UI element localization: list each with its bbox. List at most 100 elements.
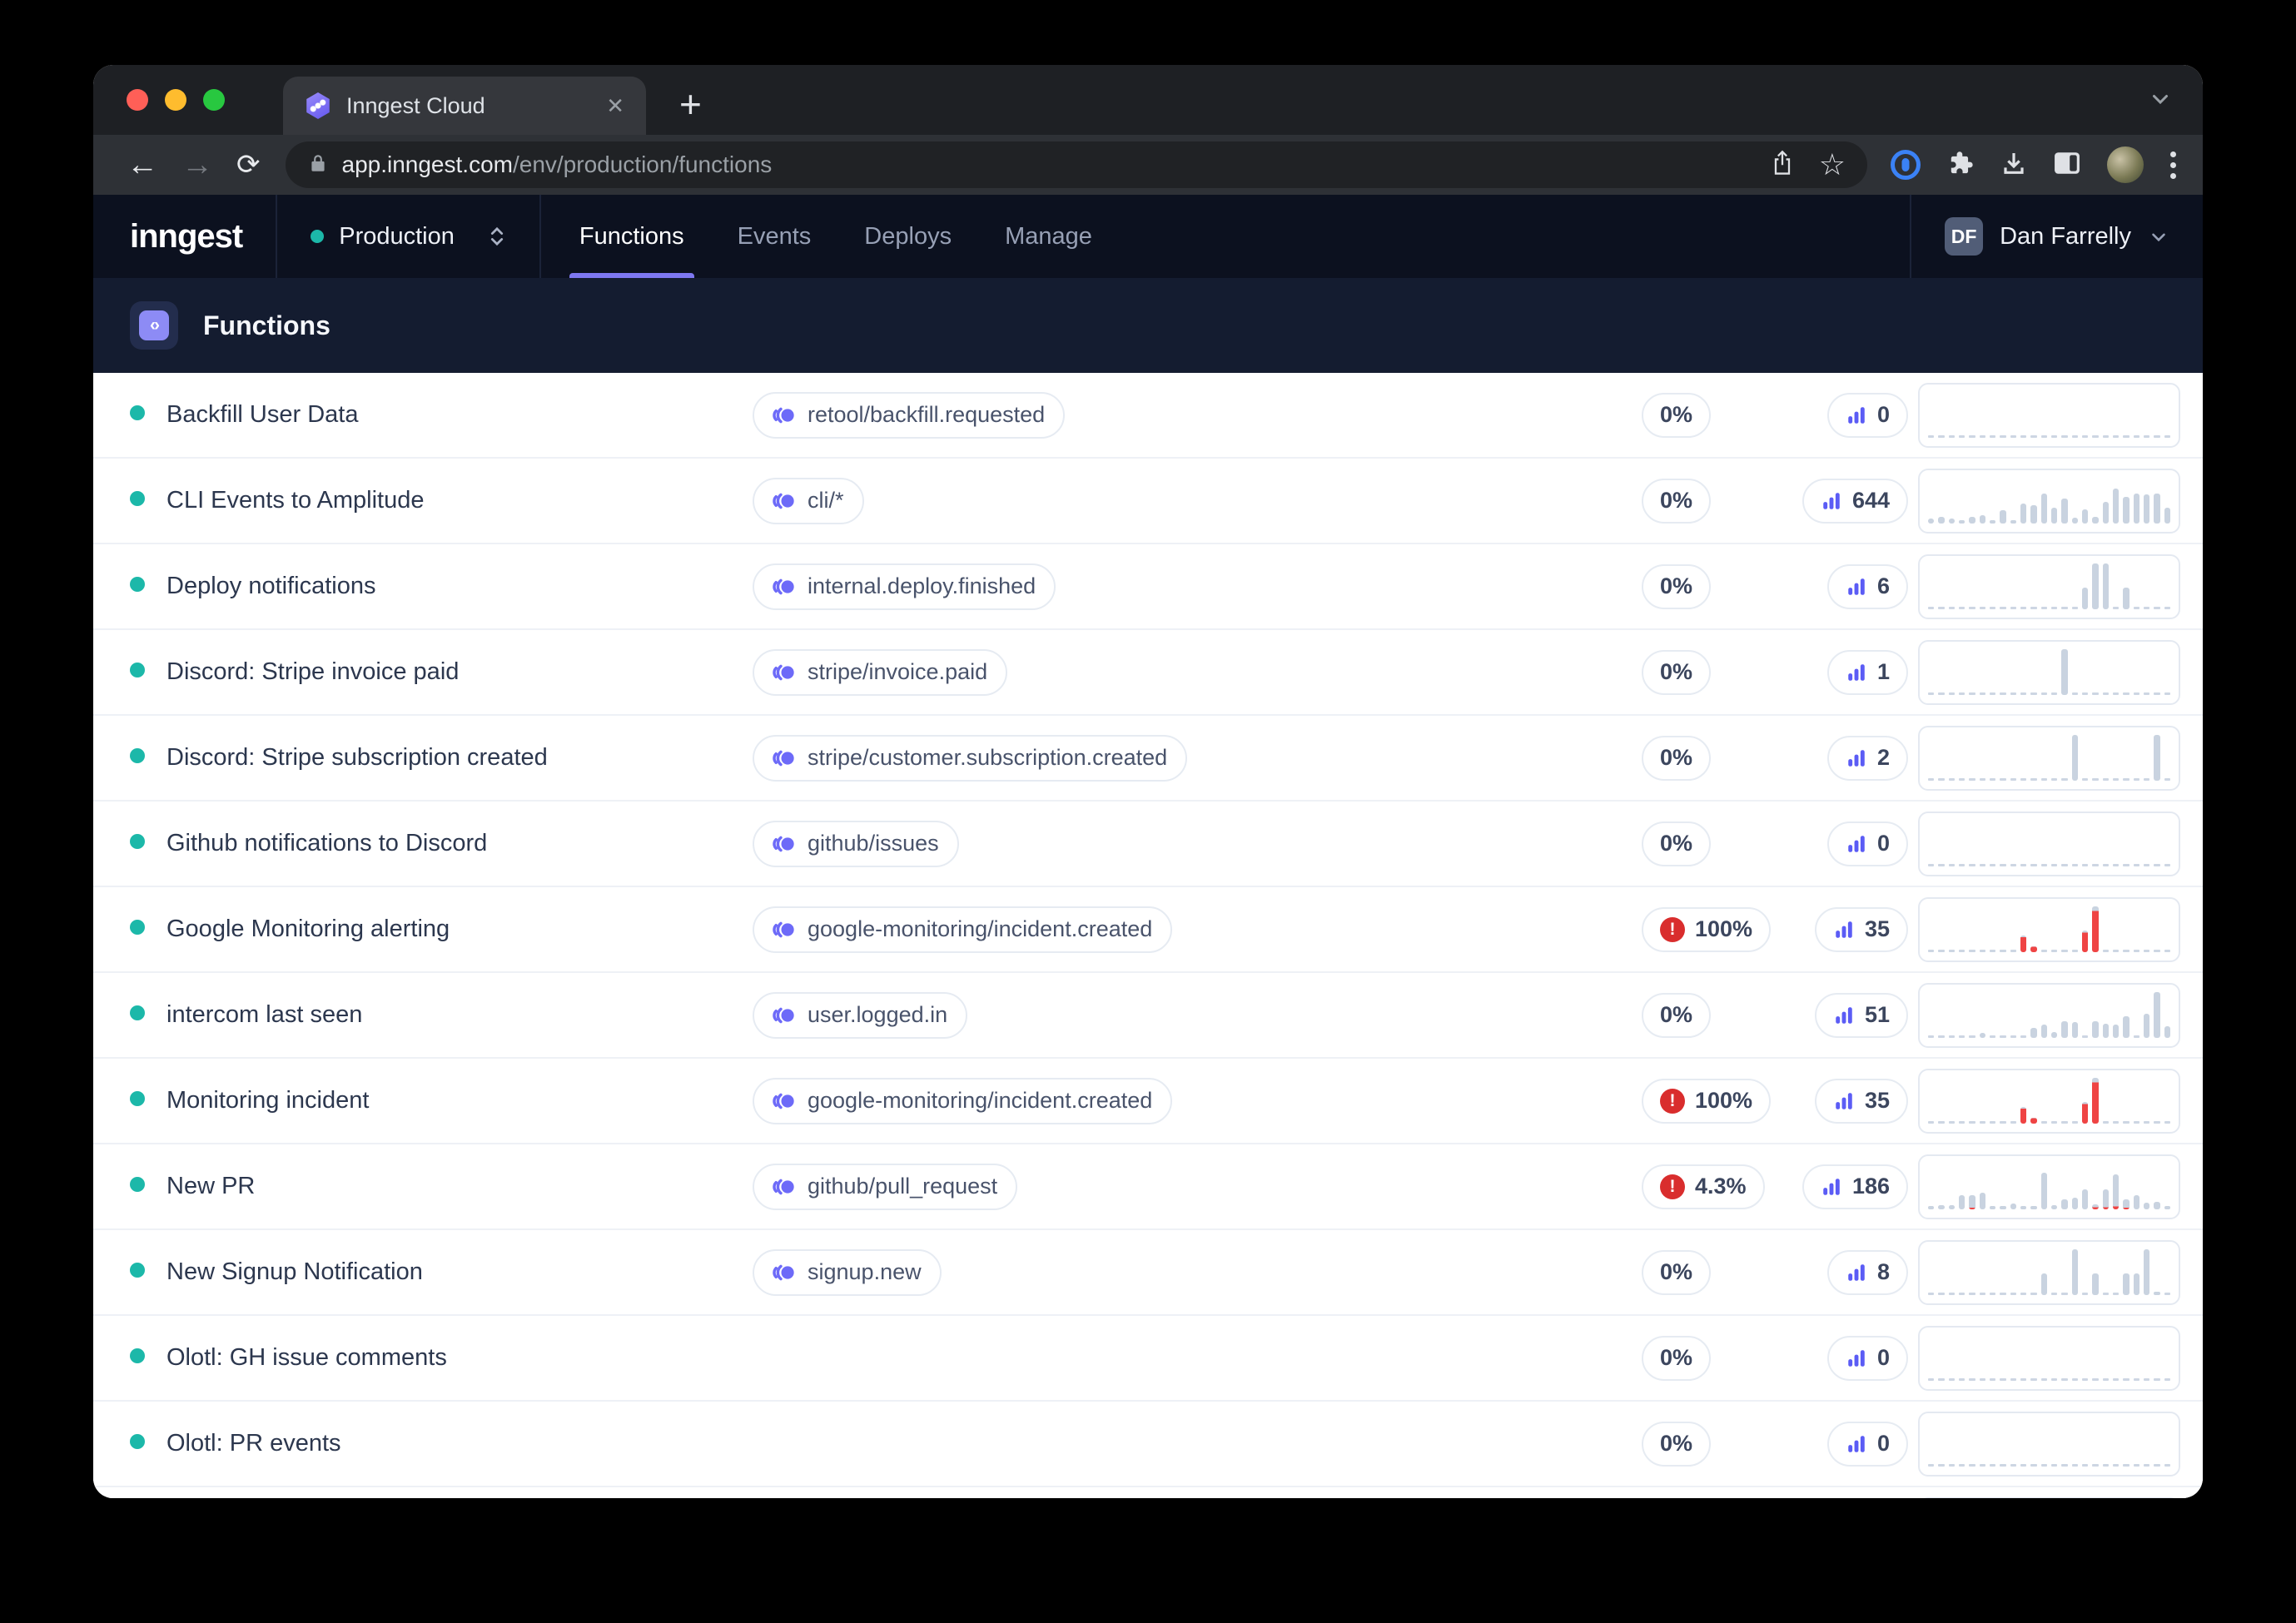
tab-search-chevron-icon[interactable] [2148, 86, 2173, 115]
bookmark-star-icon[interactable]: ☆ [1818, 147, 1846, 181]
bar-chart-icon [1848, 749, 1865, 767]
function-row[interactable]: Deploy notifications internal.deploy.fini… [93, 544, 2203, 630]
function-status-dot [130, 1348, 145, 1363]
app-nav-tabs: Functions Events Deploys Manage [569, 195, 1092, 278]
error-icon: ! [1660, 1174, 1685, 1199]
up-down-chevron-icon [490, 226, 503, 246]
side-panel-icon[interactable] [2054, 151, 2080, 179]
function-row[interactable]: CLI Events to Amplitude cli/* 0% 644 [93, 459, 2203, 544]
function-name: Github notifications to Discord [166, 830, 488, 856]
close-tab-icon[interactable]: ✕ [606, 92, 624, 118]
extensions-puzzle-icon[interactable] [1947, 150, 1974, 181]
event-trigger-badge: stripe/invoice.paid [753, 648, 1008, 696]
function-row[interactable]: intercom last seen user.logged.in 0% 51 [93, 973, 2203, 1059]
tab-title: Inngest Cloud [346, 92, 485, 118]
function-name: New Signup Notification [166, 1258, 423, 1285]
event-waves-icon [773, 921, 794, 937]
event-waves-icon [773, 1007, 794, 1023]
run-count-badge: 51 [1814, 992, 1908, 1038]
bar-chart-icon [1848, 578, 1865, 595]
event-trigger-name: github/issues [808, 831, 939, 856]
bar-chart-icon [1836, 1006, 1852, 1024]
usage-sparkline [1918, 382, 2180, 448]
function-row[interactable]: Olotl: PR events 0% 0 [93, 1402, 2203, 1487]
function-row[interactable]: Olotl: GH issue comments 0% 0 [93, 1316, 2203, 1402]
bar-chart-icon [1848, 1349, 1865, 1367]
function-name: intercom last seen [166, 1001, 363, 1028]
inngest-logo[interactable]: inngest [130, 217, 243, 255]
function-status-dot [130, 920, 145, 935]
browser-profile-avatar[interactable] [2107, 146, 2144, 183]
event-trigger-badge: cli/* [753, 477, 864, 524]
usage-sparkline [1918, 1325, 2180, 1391]
failure-rate-badge: 0% [1642, 992, 1712, 1038]
inngest-favicon [306, 92, 330, 119]
function-status-dot [130, 1091, 145, 1106]
function-row[interactable]: Discord: Stripe subscription created stri… [93, 716, 2203, 802]
function-row[interactable]: New Signup Notification signup.new 0% 8 [93, 1230, 2203, 1316]
event-trigger-badge: google-monitoring/incident.created [753, 1077, 1173, 1124]
event-waves-icon [773, 1264, 794, 1280]
run-count-badge: 0 [1826, 1335, 1908, 1381]
event-trigger-badge: github/issues [753, 820, 959, 867]
nav-tab-manage[interactable]: Manage [1005, 222, 1092, 250]
user-menu[interactable]: DF Dan Farrelly [1945, 195, 2169, 278]
usage-sparkline [1918, 553, 2180, 619]
error-icon: ! [1660, 916, 1685, 942]
event-waves-icon [773, 1179, 794, 1194]
nav-tab-events[interactable]: Events [737, 222, 812, 250]
function-row[interactable]: Discord: Stripe invoice paid stripe/invoi… [93, 630, 2203, 716]
run-count-badge: 2 [1826, 735, 1908, 781]
function-name: Deploy notifications [166, 573, 376, 599]
function-row[interactable]: Google Monitoring alerting google-monitor… [93, 887, 2203, 973]
failure-rate-badge: 0% [1642, 1335, 1712, 1381]
function-status-dot [130, 1434, 145, 1449]
run-count-badge: 35 [1814, 906, 1908, 952]
new-tab-button[interactable]: + [679, 82, 702, 126]
function-row[interactable]: Monitoring incident google-monitoring/inc… [93, 1059, 2203, 1144]
function-status-dot [130, 1177, 145, 1192]
function-name: Backfill User Data [166, 401, 359, 428]
address-bar[interactable]: app.inngest.com/env/production/functions… [285, 141, 1867, 188]
function-name: Olotl: GH issue comments [166, 1344, 447, 1371]
usage-sparkline [1918, 1154, 2180, 1219]
function-row[interactable]: Backfill User Data retool/backfill.reques… [93, 373, 2203, 459]
function-status-dot [130, 663, 145, 677]
function-name: CLI Events to Amplitude [166, 487, 425, 514]
usage-sparkline [1918, 811, 2180, 876]
share-icon[interactable] [1771, 150, 1794, 181]
function-row[interactable]: New PR github/pull_request ! 4.3% 186 [93, 1144, 2203, 1230]
function-status-dot [130, 491, 145, 506]
url-text: app.inngest.com/env/production/functions [341, 151, 773, 177]
function-row[interactable]: Github notifications to Discord github/is… [93, 802, 2203, 887]
function-name: Google Monitoring alerting [166, 916, 450, 942]
event-waves-icon [773, 750, 794, 766]
forward-button[interactable]: → [181, 147, 213, 182]
event-trigger-name: google-monitoring/incident.created [808, 916, 1153, 941]
event-waves-icon [773, 407, 794, 423]
usage-sparkline [1918, 639, 2180, 705]
failure-rate-badge: 0% [1642, 735, 1712, 781]
browser-menu-icon[interactable] [2170, 151, 2176, 179]
function-status-dot [130, 405, 145, 420]
browser-tab[interactable]: Inngest Cloud ✕ [283, 77, 646, 135]
back-button[interactable]: ← [127, 147, 158, 182]
onepassword-extension-icon[interactable] [1891, 150, 1921, 180]
failure-rate-badge: 0% [1642, 821, 1712, 866]
nav-tab-deploys[interactable]: Deploys [864, 222, 952, 250]
minimize-window-button[interactable] [165, 89, 186, 111]
environment-selector[interactable]: Production [311, 195, 506, 278]
maximize-window-button[interactable] [203, 89, 225, 111]
bar-chart-icon [1836, 1092, 1852, 1109]
reload-button[interactable]: ⟳ [236, 149, 261, 181]
nav-tab-functions[interactable]: Functions [569, 195, 694, 278]
usage-sparkline [1918, 1496, 2180, 1498]
bar-chart-icon [1848, 663, 1865, 681]
close-window-button[interactable] [127, 89, 148, 111]
event-waves-icon [773, 836, 794, 851]
user-avatar: DF [1945, 217, 1984, 256]
run-count-badge: 1 [1826, 649, 1908, 695]
failure-rate-badge: ! 100% [1642, 1078, 1772, 1124]
functions-list: Backfill User Data retool/backfill.reques… [93, 373, 2203, 1498]
downloads-icon[interactable] [2000, 150, 2027, 181]
